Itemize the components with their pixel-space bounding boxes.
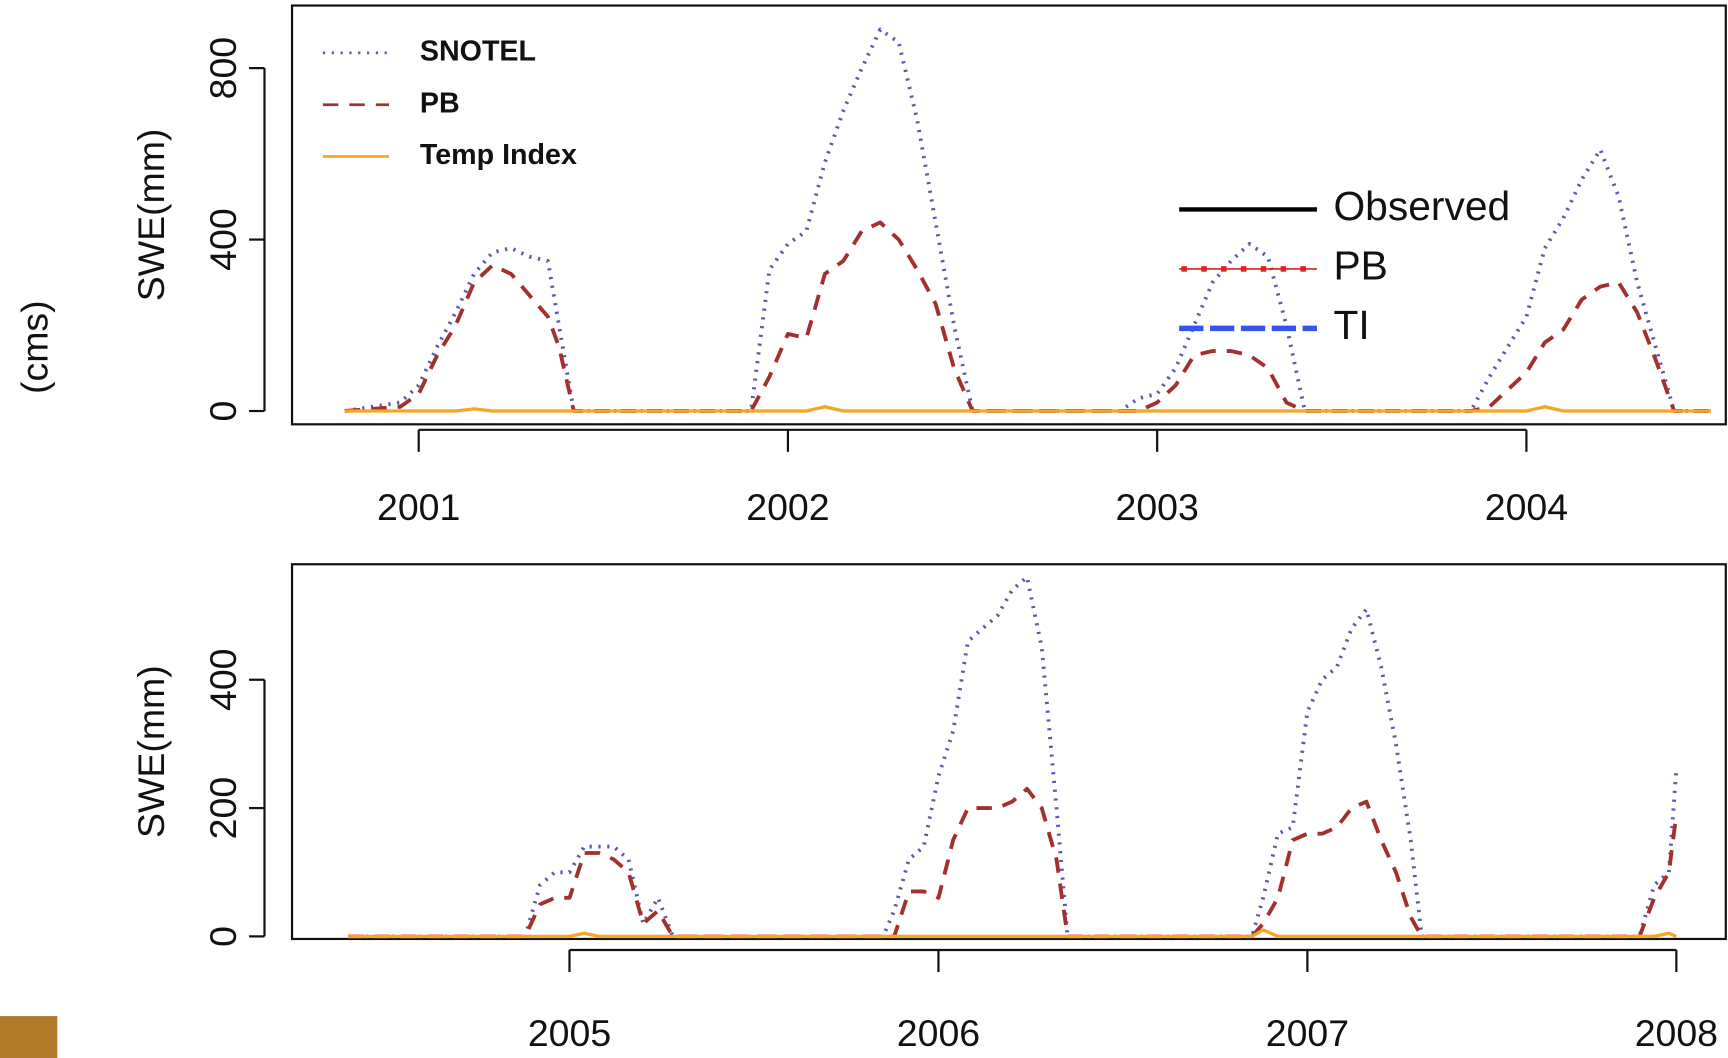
overlay-marker bbox=[1280, 266, 1287, 272]
side-label: (cms) bbox=[13, 300, 55, 394]
overlay-marker bbox=[1300, 266, 1306, 272]
x-tick-label: 2007 bbox=[1266, 1012, 1349, 1054]
x-tick-label: 2003 bbox=[1116, 486, 1199, 528]
overlay-label: Observed bbox=[1333, 183, 1510, 229]
legend-label: SNOTEL bbox=[420, 35, 536, 67]
y-axis-title: SWE(mm) bbox=[130, 129, 172, 302]
series-line bbox=[344, 405, 1712, 413]
plot-frame bbox=[290, 4, 1727, 426]
plot-frame bbox=[290, 563, 1727, 941]
y-tick-label: 400 bbox=[202, 649, 244, 712]
y-tick-label: 800 bbox=[202, 37, 244, 100]
overlay-label: TI bbox=[1333, 302, 1369, 348]
overlay-label: PB bbox=[1333, 243, 1387, 289]
y-tick-label: 200 bbox=[202, 777, 244, 840]
y-tick-label: 0 bbox=[202, 401, 244, 422]
y-tick-label: 0 bbox=[202, 926, 244, 947]
series-line bbox=[348, 928, 1677, 939]
legend-label: Temp Index bbox=[420, 139, 577, 171]
series-line bbox=[348, 575, 1679, 939]
series-line bbox=[344, 27, 1712, 413]
corner-icon bbox=[0, 1016, 58, 1058]
overlay-marker bbox=[1260, 266, 1267, 272]
x-tick-label: 2004 bbox=[1485, 486, 1568, 528]
overlay-marker bbox=[1240, 266, 1247, 272]
y-axis-title: SWE(mm) bbox=[130, 665, 172, 838]
x-tick-label: 2002 bbox=[746, 486, 829, 528]
series-line bbox=[344, 220, 1712, 413]
x-tick-label: 2006 bbox=[897, 1012, 980, 1054]
x-tick-label: 2008 bbox=[1635, 1012, 1718, 1054]
x-tick-label: 2001 bbox=[377, 486, 460, 528]
series-line bbox=[348, 786, 1679, 939]
y-tick-label: 400 bbox=[202, 208, 244, 271]
legend-label: PB bbox=[420, 87, 460, 119]
x-tick-label: 2005 bbox=[528, 1012, 611, 1054]
overlay-marker bbox=[1201, 266, 1207, 272]
overlay-marker bbox=[1221, 266, 1227, 272]
overlay-marker bbox=[1181, 266, 1187, 272]
